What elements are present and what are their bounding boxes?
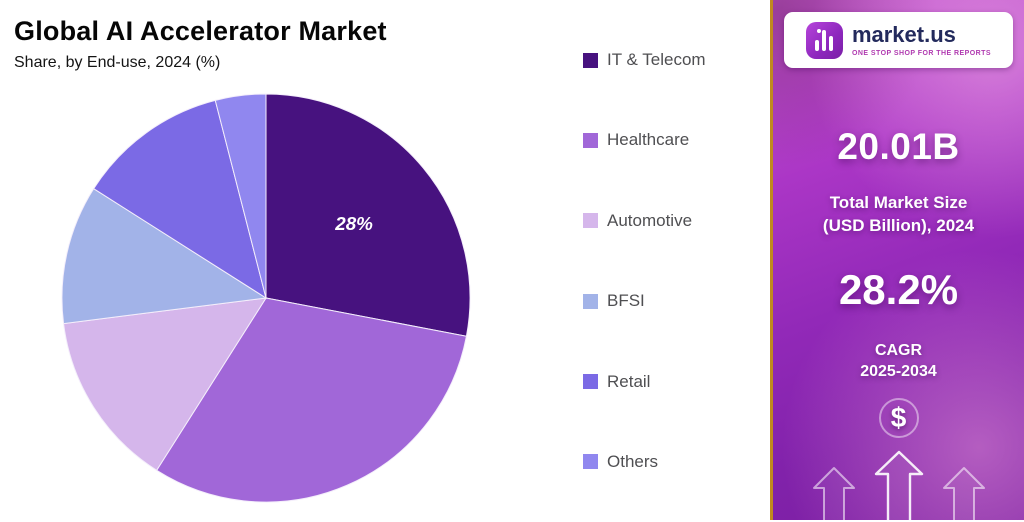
pie-slice-it-telecom [265, 93, 471, 337]
cagr-label: CAGR 2025-2034 [773, 340, 1024, 383]
legend-item: Automotive [583, 211, 706, 231]
legend-label: Retail [607, 371, 651, 391]
cagr-value: 28.2% [838, 265, 959, 313]
brand-tagline: ONE STOP SHOP FOR THE REPORTS [851, 49, 992, 57]
pie-chart: 28% [61, 93, 471, 503]
chart-header: Global AI Accelerator Market Share, by E… [14, 16, 387, 72]
legend-item: Retail [583, 372, 706, 392]
market-size-label: Total Market Size (USD Billion), 2024 [773, 192, 1024, 238]
brand-panel: market.us ONE STOP SHOP FOR THE REPORTS … [770, 0, 1024, 522]
chart-area: Global AI Accelerator Market Share, by E… [14, 16, 706, 503]
dollar-ring-icon [878, 398, 919, 439]
up-arrow-icon [942, 467, 985, 522]
cagr-label-line1: CAGR [874, 341, 923, 359]
brand-name: market.us [851, 21, 956, 47]
legend-item: Healthcare [583, 130, 706, 150]
legend-label: IT & Telecom [607, 50, 706, 69]
market-size-label-line2: (USD Billion), 2024 [822, 215, 975, 235]
market-size-value: 20.01B [837, 126, 960, 167]
legend-swatch-icon [583, 52, 598, 68]
cagr-label-line2: 2025-2034 [860, 363, 937, 381]
pie-slice-retail [93, 99, 267, 300]
logo-text: market.us ONE STOP SHOP FOR THE REPORTS [851, 21, 992, 57]
dollar-symbol: $ [890, 402, 907, 434]
legend-swatch-icon [583, 132, 598, 148]
legend-swatch-icon [583, 374, 598, 390]
market-us-logo-icon [805, 21, 843, 59]
growth-arrows [773, 450, 1024, 522]
legend-label: Automotive [607, 210, 693, 230]
legend-swatch-icon [583, 454, 598, 470]
pie-data-label: 28% [334, 213, 373, 234]
legend-label: Healthcare [607, 130, 690, 150]
market-size-label-line1: Total Market Size [829, 193, 968, 212]
legend-swatch-icon [583, 293, 598, 309]
chart-title: Global AI Accelerator Market [14, 16, 387, 46]
pie-slice-others [214, 93, 267, 299]
dollar-icon: $ [773, 395, 1024, 441]
chart-subtitle: Share, by End-use, 2024 (%) [14, 54, 221, 71]
legend-label: Others [607, 451, 659, 471]
pie-slice-bfsi [61, 187, 268, 325]
legend-swatch-icon [583, 213, 598, 229]
legend-item: BFSI [583, 291, 706, 311]
up-arrow-icon [874, 450, 923, 522]
legend-item: Others [583, 452, 706, 472]
legend-item: IT & Telecom [583, 50, 706, 70]
up-arrow-icon [812, 467, 855, 522]
logo-card: market.us ONE STOP SHOP FOR THE REPORTS [784, 12, 1013, 68]
pie-slice-automotive [63, 297, 267, 471]
legend: IT & Telecom Healthcare Automotive BFSI … [583, 50, 706, 472]
legend-label: BFSI [607, 291, 645, 311]
